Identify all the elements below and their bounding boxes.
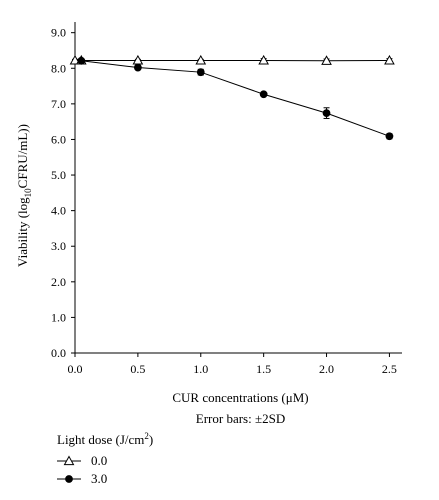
y-axis-title: Viability (log10CFRU/mL))	[15, 124, 33, 267]
legend-marker	[65, 475, 73, 483]
y-axis-title-subscript: 10	[23, 188, 33, 198]
y-tick-label: 2.0	[51, 275, 66, 289]
x-tick-label: 1.0	[193, 362, 208, 376]
y-tick-label: 3.0	[51, 239, 66, 253]
y-tick-label: 6.0	[51, 132, 66, 146]
data-point	[69, 54, 81, 65]
y-tick-label: 9.0	[51, 26, 66, 40]
x-axis-title: CUR concentrations (μM)	[172, 390, 308, 405]
x-tick-label: 0.5	[130, 362, 145, 376]
y-tick-label: 4.0	[51, 204, 66, 218]
legend-label: 3.0	[91, 471, 107, 486]
legend-label: 0.0	[91, 453, 107, 468]
y-axis-title-post: CFRU/mL))	[15, 124, 30, 188]
data-point	[195, 54, 207, 65]
x-tick-label: 2.5	[382, 362, 397, 376]
error-bars-note: Error bars: ±2SD	[196, 411, 285, 426]
legend-item-1: 3.0	[57, 471, 107, 486]
legend-title-superscript: 2	[144, 431, 149, 441]
y-tick-label: 7.0	[51, 97, 66, 111]
data-point	[385, 132, 394, 141]
legend-marker	[63, 455, 75, 466]
y-tick-label: 1.0	[51, 310, 66, 324]
series-1	[77, 56, 394, 141]
legend-title: Light dose (J/cm2)	[57, 431, 153, 447]
x-tick-label: 0.0	[68, 362, 83, 376]
data-point	[258, 54, 270, 65]
legend: 0.03.0	[57, 453, 107, 486]
data-point	[133, 63, 142, 72]
legend-title-text: Light dose (J/cm	[57, 432, 144, 447]
text-layer: CUR concentrations (μM) Error bars: ±2SD…	[15, 124, 309, 447]
y-tick-label: 8.0	[51, 61, 66, 75]
data-point	[259, 90, 268, 99]
series-0	[69, 54, 395, 65]
x-tick-label: 2.0	[319, 362, 334, 376]
data-point	[322, 109, 331, 118]
data-point	[77, 56, 86, 65]
legend-title-close: )	[149, 432, 153, 447]
x-tick-label: 1.5	[256, 362, 271, 376]
y-tick-label: 5.0	[51, 168, 66, 182]
series-layer	[69, 54, 395, 141]
legend-item-0: 0.0	[57, 453, 107, 468]
data-point	[196, 68, 205, 77]
data-point	[321, 55, 332, 65]
data-point	[384, 54, 395, 65]
y-axis-title-pre: Viability (log	[15, 197, 30, 267]
y-tick-label: 0.0	[51, 346, 66, 360]
axes: 0.0 0.5 1.0 1.5 2.0 2.5 0.0 1.0 2.0 3.0 4.0 5.0 6.0 7…	[51, 22, 402, 376]
series-line	[81, 60, 390, 137]
